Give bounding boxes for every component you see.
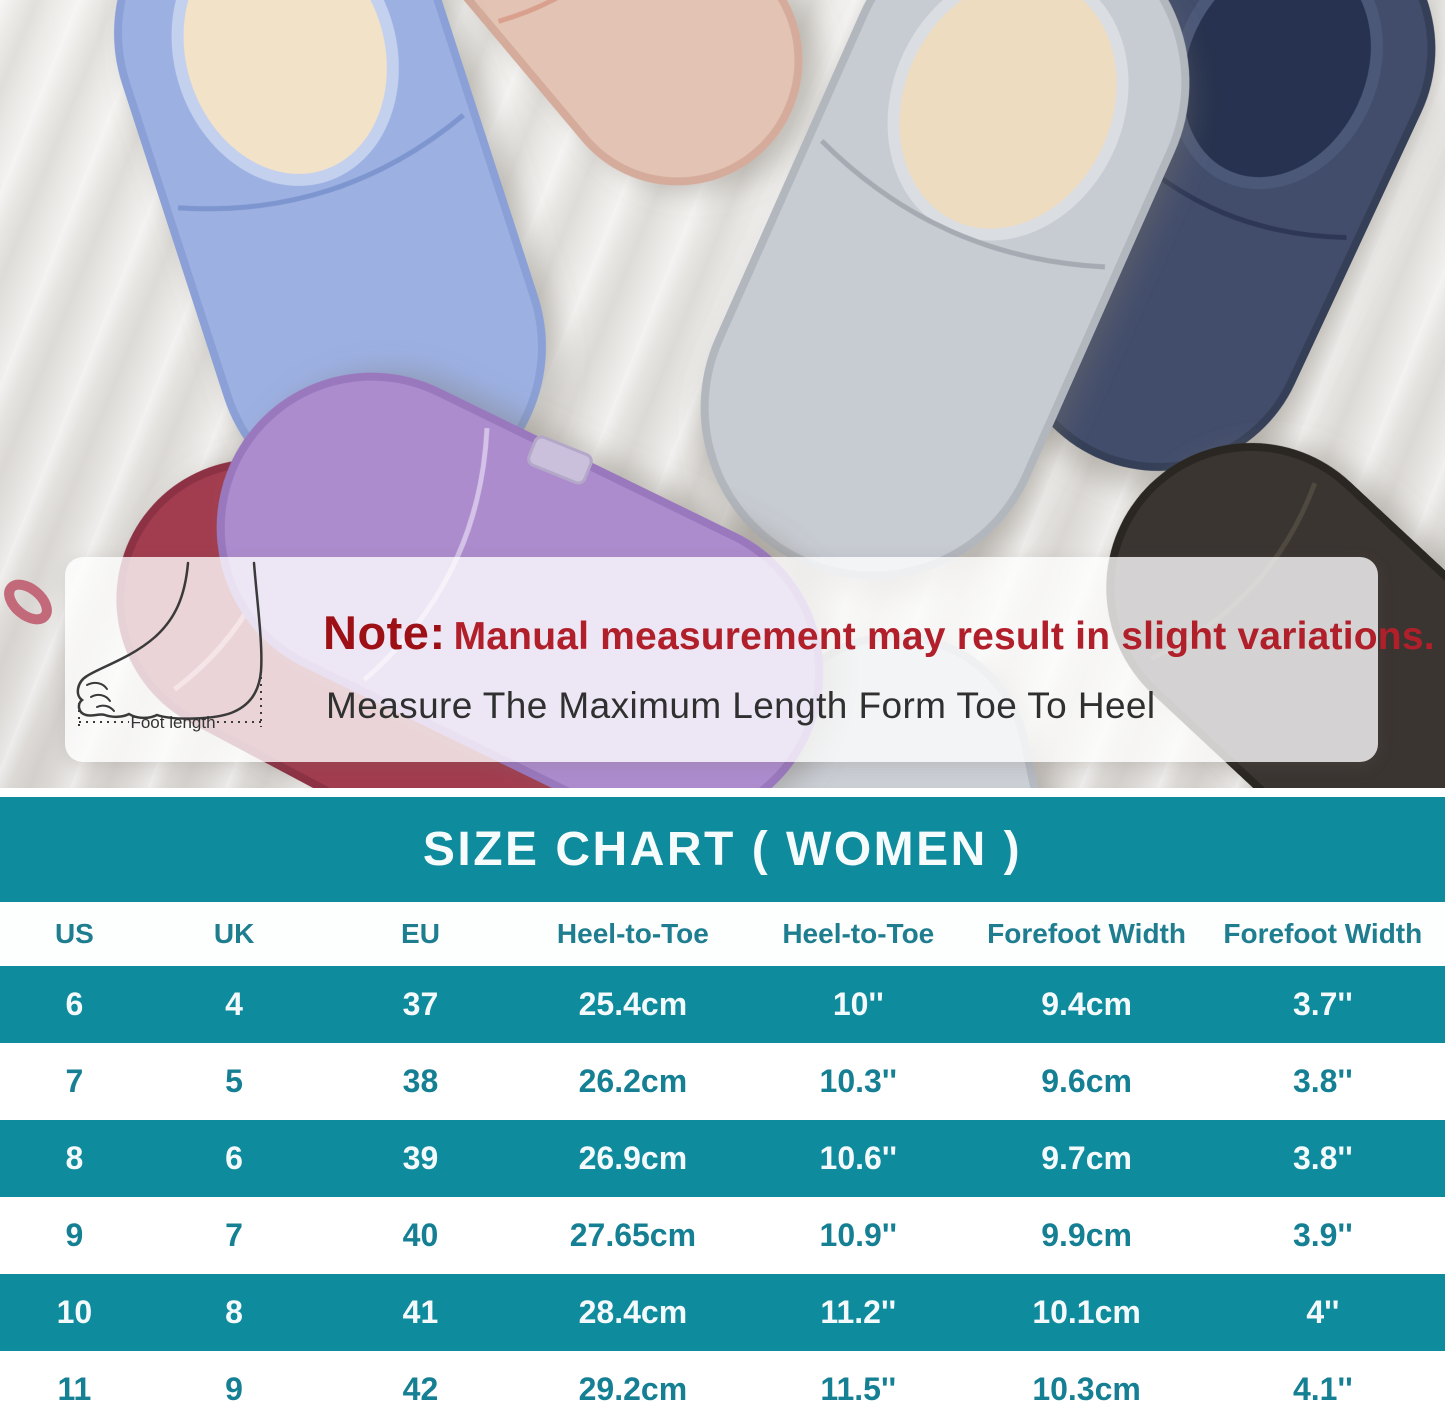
table-cell: 39 <box>402 1140 439 1176</box>
table-cell: 9 <box>225 1371 243 1407</box>
table-cell: 29.2cm <box>578 1371 688 1407</box>
table-cell: 10'' <box>832 986 884 1022</box>
size-chart-header-row: US UK EU Heel-to-Toe Heel-to-Toe Forefoo… <box>0 902 1445 966</box>
table-cell: 4'' <box>1306 1294 1340 1330</box>
table-cell: 7 <box>65 1063 84 1099</box>
table-cell: 6 <box>65 986 84 1022</box>
size-chart-title-bar: SIZE CHART ( WOMEN ) <box>0 797 1445 902</box>
note-line: Note: Manual measurement may result in s… <box>323 605 1435 660</box>
table-cell: 5 <box>225 1063 243 1099</box>
table-cell: 3.9'' <box>1292 1217 1353 1253</box>
table-row: 9 7 40 27.65cm 10.9'' 9.9cm 3.9'' <box>0 1197 1445 1274</box>
table-cell: 10.6'' <box>819 1140 898 1176</box>
table-cell: 11 <box>57 1371 92 1407</box>
table-cell: 37 <box>402 986 439 1022</box>
table-cell: 8 <box>225 1294 243 1330</box>
table-cell: 26.9cm <box>578 1140 688 1176</box>
column-header-eu: EU <box>401 918 440 949</box>
foot-length-diagram-icon: Foot length <box>76 561 263 732</box>
page-title: SIZE CHART ( WOMEN ) <box>422 823 1023 876</box>
note-text: Manual measurement may result in slight … <box>453 615 1435 658</box>
slipper-gray-large <box>700 0 1190 580</box>
table-cell: 10.1cm <box>1032 1294 1141 1330</box>
table-cell: 10.3cm <box>1032 1371 1141 1407</box>
heel-loop-tag <box>4 579 52 625</box>
table-cell: 42 <box>402 1371 439 1407</box>
table-cell: 4 <box>225 986 243 1022</box>
column-header-forefoot-width-cm: Forefoot Width <box>987 918 1186 949</box>
column-header-forefoot-width-in: Forefoot Width <box>1223 918 1423 949</box>
table-cell: 6 <box>225 1140 243 1176</box>
column-header-us: US <box>54 918 94 949</box>
table-cell: 3.8'' <box>1292 1140 1353 1176</box>
table-cell: 10.9'' <box>819 1217 898 1253</box>
table-cell: 3.7'' <box>1292 986 1353 1022</box>
table-cell: 9.6cm <box>1041 1063 1132 1099</box>
table-cell: 11.5'' <box>820 1371 897 1407</box>
column-header-uk: UK <box>213 918 255 949</box>
note-subtext: Measure The Maximum Length Form Toe To H… <box>326 685 1156 726</box>
table-row: 8 6 39 26.9cm 10.6'' 9.7cm 3.8'' <box>0 1120 1445 1197</box>
table-row: 10 8 41 28.4cm 11.2'' 10.1cm 4'' <box>0 1274 1445 1351</box>
table-row: 6 4 37 25.4cm 10'' 9.4cm 3.7'' <box>0 966 1445 1043</box>
note-banner: Foot length Note: Manual measurement may… <box>65 557 1435 762</box>
table-cell: 10 <box>56 1294 93 1330</box>
table-cell: 9.7cm <box>1041 1140 1132 1176</box>
column-header-heel-to-toe-in: Heel-to-Toe <box>782 918 935 949</box>
column-header-heel-to-toe-cm: Heel-to-Toe <box>556 918 709 949</box>
table-cell: 41 <box>402 1294 439 1330</box>
table-cell: 4.1'' <box>1292 1371 1353 1407</box>
table-cell: 8 <box>65 1140 84 1176</box>
table-cell: 10.3'' <box>819 1063 898 1099</box>
size-chart-table: 6 4 37 25.4cm 10'' 9.4cm 3.7'' 7 5 38 26… <box>0 966 1445 1428</box>
table-cell: 7 <box>225 1217 243 1253</box>
table-cell: 26.2cm <box>578 1063 688 1099</box>
slipper-navy <box>1008 0 1436 471</box>
slippers-photo: Foot length Note: Manual measurement may… <box>0 0 1445 788</box>
table-cell: 11.2'' <box>820 1294 897 1330</box>
slipper-blue <box>114 0 546 512</box>
table-cell: 9.4cm <box>1041 986 1132 1022</box>
table-cell: 3.8'' <box>1292 1063 1353 1099</box>
table-cell: 38 <box>402 1063 439 1099</box>
table-row: 7 5 38 26.2cm 10.3'' 9.6cm 3.8'' <box>0 1043 1445 1120</box>
table-cell: 9 <box>65 1217 84 1253</box>
table-row: 11 9 42 29.2cm 11.5'' 10.3cm 4.1'' <box>0 1351 1445 1428</box>
foot-length-label: Foot length <box>130 713 215 732</box>
satin-tag <box>527 435 593 485</box>
table-cell: 40 <box>402 1217 439 1253</box>
note-label: Note: <box>323 606 446 659</box>
table-cell: 25.4cm <box>578 986 688 1022</box>
slipper-pink <box>417 0 803 186</box>
table-cell: 27.65cm <box>569 1217 697 1253</box>
table-cell: 28.4cm <box>578 1294 688 1330</box>
table-cell: 9.9cm <box>1041 1217 1132 1253</box>
